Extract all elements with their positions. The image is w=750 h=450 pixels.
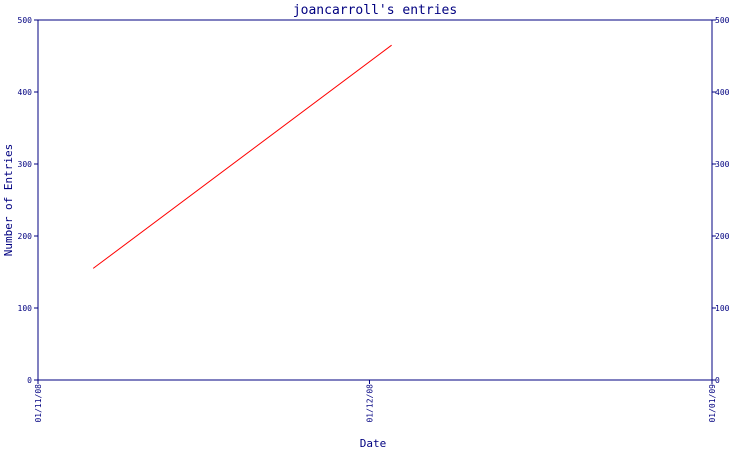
y-tick-label-left: 500	[18, 16, 33, 25]
y-axis-left: 0 100 200 300 400 500	[18, 16, 38, 385]
y-tick-label-right: 0	[715, 376, 720, 385]
chart-title: joancarroll's entries	[293, 3, 457, 18]
y-tick-label-left: 100	[18, 304, 33, 313]
y-tick-label-right: 400	[715, 88, 730, 97]
x-axis-label: Date	[360, 437, 387, 450]
y-tick-label-left: 0	[27, 376, 32, 385]
y-tick-label-left: 200	[18, 232, 33, 241]
y-tick-label-right: 300	[715, 160, 730, 169]
entries-series-line	[92, 44, 392, 269]
y-tick-label-left: 300	[18, 160, 33, 169]
x-tick-label: 01/11/08	[34, 384, 43, 423]
y-axis-right: 0 100 200 300 400 500	[712, 16, 730, 385]
x-tick-label: 01/12/08	[365, 384, 374, 423]
x-tick-label: 01/01/09	[708, 384, 717, 423]
series-group	[92, 44, 392, 269]
y-tick-label-right: 200	[715, 232, 730, 241]
y-tick-label-left: 400	[18, 88, 33, 97]
y-tick-label-right: 500	[715, 16, 730, 25]
plot-frame	[37, 19, 713, 381]
x-axis: 01/11/08 01/12/08 01/01/09	[34, 380, 717, 423]
y-tick-label-right: 100	[715, 304, 730, 313]
y-axis-label: Number of Entries	[2, 144, 15, 257]
